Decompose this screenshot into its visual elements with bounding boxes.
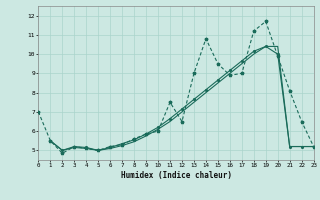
X-axis label: Humidex (Indice chaleur): Humidex (Indice chaleur) — [121, 171, 231, 180]
